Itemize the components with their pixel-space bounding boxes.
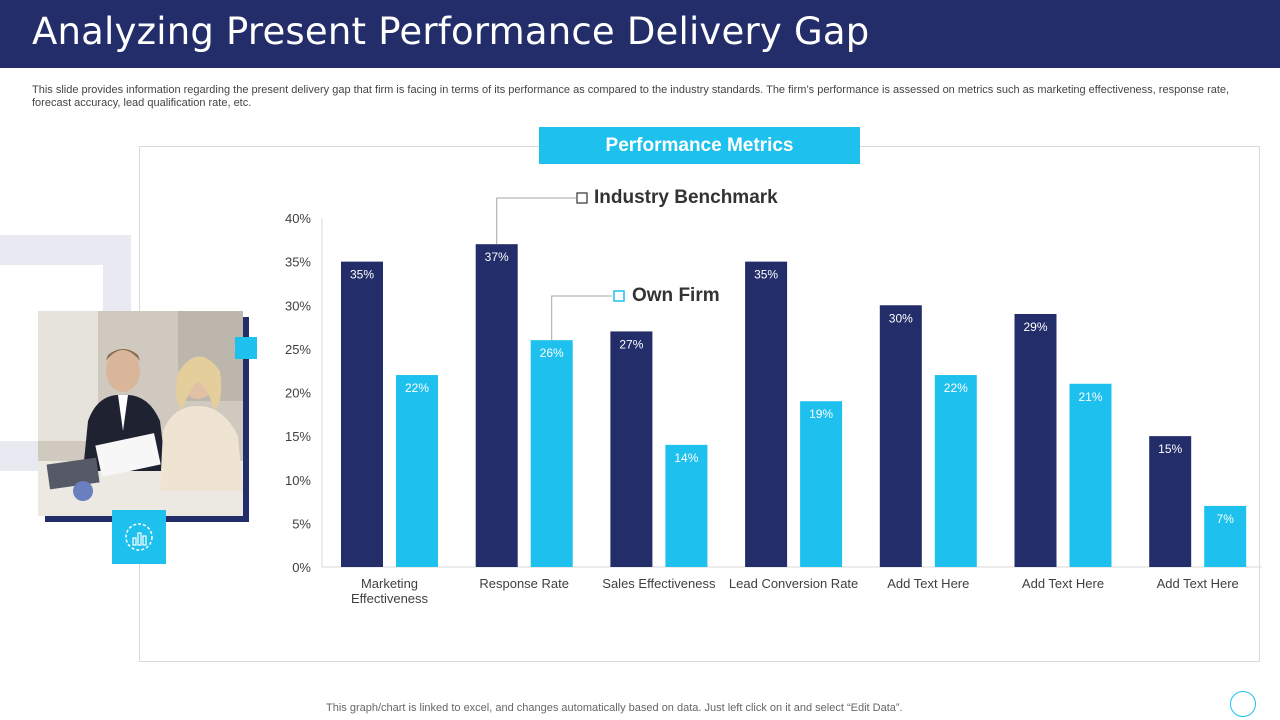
bar-industry-benchmark — [475, 244, 518, 568]
data-label-industry-benchmark: 15% — [1158, 442, 1182, 456]
slide-description: This slide provides information regardin… — [32, 84, 1230, 109]
bar-industry-benchmark — [745, 261, 788, 567]
bar-own-firm — [1069, 383, 1112, 567]
page-title: Analyzing Present Performance Delivery G… — [32, 10, 870, 53]
data-label-own-firm: 22% — [405, 381, 429, 395]
bar-own-firm — [800, 401, 843, 567]
bar-own-firm — [530, 340, 573, 567]
bar-own-firm — [396, 375, 438, 567]
x-category-label: Add Text Here — [1157, 576, 1239, 591]
title-bar: Analyzing Present Performance Delivery G… — [0, 0, 1280, 68]
bar-industry-benchmark — [610, 331, 653, 567]
chart-analysis-icon — [125, 523, 153, 551]
x-category-label: Lead Conversion Rate — [729, 576, 858, 591]
data-label-industry-benchmark: 27% — [619, 337, 643, 351]
legend-marker-own-firm — [613, 290, 625, 302]
data-label-industry-benchmark: 37% — [485, 250, 509, 264]
legend-label-own-firm: Own Firm — [632, 285, 720, 306]
y-tick-label: 35% — [285, 255, 311, 270]
callout-line-industry-benchmark — [496, 197, 576, 245]
bar-industry-benchmark — [1149, 436, 1192, 567]
data-label-industry-benchmark: 35% — [350, 268, 374, 282]
data-label-own-firm: 21% — [1078, 390, 1102, 404]
legend-label-industry-benchmark: Industry Benchmark — [594, 187, 778, 208]
data-label-own-firm: 22% — [944, 381, 968, 395]
bar-own-firm — [1204, 505, 1247, 567]
data-label-own-firm: 7% — [1217, 512, 1235, 526]
y-tick-label: 30% — [285, 298, 311, 313]
photo-illustration — [38, 311, 243, 516]
y-tick-label: 15% — [285, 429, 311, 444]
data-label-own-firm: 19% — [809, 407, 833, 421]
x-category-label: Add Text Here — [1022, 576, 1104, 591]
business-meeting-photo — [38, 311, 243, 516]
data-label-industry-benchmark: 30% — [889, 311, 913, 325]
x-category-label: Sales Effectiveness — [602, 576, 716, 591]
data-label-own-firm: 26% — [540, 346, 564, 360]
y-tick-label: 20% — [285, 386, 311, 401]
data-label-own-firm: 14% — [674, 451, 698, 465]
y-tick-label: 25% — [285, 342, 311, 357]
legend-marker-industry-benchmark — [576, 192, 588, 204]
x-category-label: Response Rate — [479, 576, 569, 591]
y-tick-label: 10% — [285, 473, 311, 488]
footer-note: This graph/chart is linked to excel, and… — [326, 702, 903, 714]
data-label-industry-benchmark: 35% — [754, 268, 778, 282]
callout-line-own-firm — [551, 295, 612, 341]
bar-own-firm — [934, 375, 977, 567]
data-label-industry-benchmark: 29% — [1023, 320, 1047, 334]
bar-industry-benchmark — [341, 261, 383, 567]
bar-industry-benchmark — [1014, 313, 1057, 567]
x-category-label: Effectiveness — [351, 591, 429, 606]
performance-metrics-header: Performance Metrics — [539, 127, 860, 164]
y-tick-label: 0% — [292, 560, 311, 575]
y-tick-label: 5% — [292, 516, 311, 531]
chart-analysis-badge — [112, 510, 166, 564]
bar-industry-benchmark — [879, 305, 922, 567]
x-category-label: Marketing — [361, 576, 418, 591]
bar-own-firm — [665, 444, 708, 567]
circle-icon[interactable] — [1230, 691, 1256, 717]
x-category-label: Add Text Here — [887, 576, 969, 591]
y-tick-label: 40% — [285, 211, 311, 226]
decorative-cyan-square — [235, 337, 257, 359]
